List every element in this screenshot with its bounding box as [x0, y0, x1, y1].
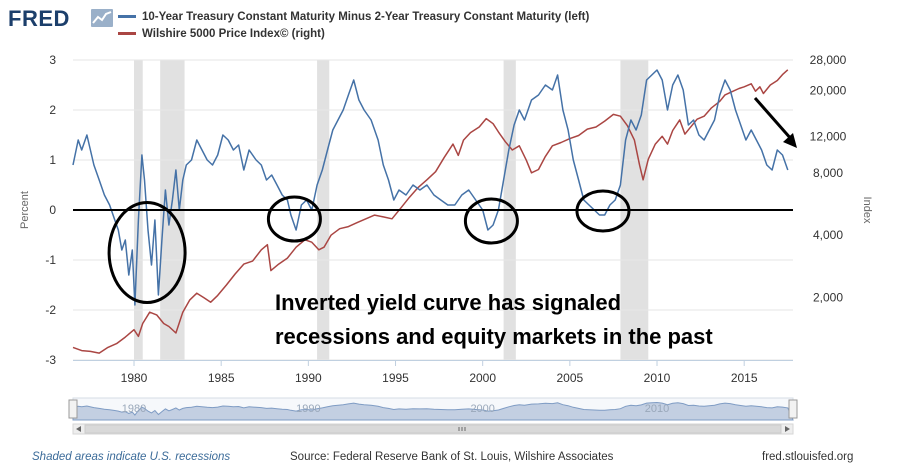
scroll-left-arrow-icon[interactable] — [76, 426, 81, 432]
chart-line-icon — [91, 9, 113, 27]
y-left-tick-3: 0 — [49, 203, 56, 217]
x-tick-label-0: 1980 — [121, 371, 148, 385]
y-right-tick-5: 28,000 — [810, 53, 847, 67]
y-right-tick-2: 8,000 — [813, 166, 843, 180]
navigator-tick-2: 2000 — [470, 403, 494, 415]
x-tick-label-5: 2005 — [557, 371, 584, 385]
navigator-handle-0[interactable] — [68, 399, 78, 419]
annotation-circle-2 — [463, 197, 519, 245]
x-tick-label-3: 1995 — [382, 371, 409, 385]
y-left-tick-6: 3 — [49, 53, 56, 67]
graph-header: FRED 10-Year Treasury Constant Maturity … — [0, 0, 898, 52]
series-line-0 — [72, 69, 789, 306]
scrollbar-thumb[interactable] — [84, 424, 782, 434]
y-left-tick-5: 2 — [49, 103, 56, 117]
annotation-arrow-line — [753, 97, 794, 141]
legend-item-blue[interactable]: 10-Year Treasury Constant Maturity Minus… — [118, 8, 589, 25]
chart-legend: 10-Year Treasury Constant Maturity Minus… — [118, 8, 589, 42]
y-right-tick-3: 12,000 — [810, 129, 847, 143]
x-tick-label-2: 1990 — [295, 371, 322, 385]
navigator-handle-1[interactable] — [788, 399, 798, 419]
navigator-tick-1: 1990 — [296, 403, 320, 415]
y-left-axis-label: Percent — [19, 191, 31, 229]
x-tick-label-4: 2000 — [469, 371, 496, 385]
legend-swatch-red — [118, 32, 136, 35]
x-tick-label-1: 1985 — [208, 371, 235, 385]
y-left-tick-4: 1 — [49, 153, 56, 167]
x-tick-label-7: 2015 — [731, 371, 758, 385]
y-right-tick-1: 4,000 — [813, 228, 843, 242]
annotation-circle-0 — [107, 201, 187, 304]
overlay-text-line1: Inverted yield curve has signaled — [275, 290, 621, 315]
legend-item-red[interactable]: Wilshire 5000 Price Index© (right) — [118, 25, 589, 42]
series-line-1 — [72, 69, 789, 354]
chart-area: -3 -2 -1 0 1 2 3 2,000 4,000 8,000 12,000 20,000 28,… — [19, 53, 873, 435]
y-right-tick-4: 20,000 — [810, 83, 847, 97]
legend-label-blue: 10-Year Treasury Constant Maturity Minus… — [142, 10, 590, 23]
legend-label-red: Wilshire 5000 Price Index© (right) — [142, 27, 325, 40]
site-link[interactable]: fred.stlouisfed.org — [762, 451, 854, 463]
y-left-tick-1: -2 — [45, 303, 56, 317]
scroll-right-arrow-icon[interactable] — [785, 426, 790, 432]
y-left-tick-2: -1 — [45, 253, 56, 267]
annotation-circle-1 — [266, 195, 322, 243]
y-left-tick-0: -3 — [45, 353, 56, 367]
navigator-series — [72, 401, 794, 421]
source-note: Source: Federal Reserve Bank of St. Loui… — [290, 451, 614, 463]
y-right-tick-0: 2,000 — [813, 291, 843, 305]
navigator-tick-0: 1980 — [122, 403, 146, 415]
x-tick-label-6: 2010 — [644, 371, 671, 385]
overlay-text-line2: recessions and equity markets in the pas… — [275, 324, 713, 349]
fred-logo[interactable]: FRED — [8, 6, 70, 31]
annotation-arrow-head — [783, 133, 797, 148]
navigator-tick-3: 2010 — [645, 403, 669, 415]
y-right-axis-label: Index — [861, 197, 873, 224]
recession-note: Shaded areas indicate U.S. recessions — [32, 451, 231, 463]
annotation-circle-3 — [575, 189, 631, 233]
legend-swatch-blue — [118, 15, 136, 18]
